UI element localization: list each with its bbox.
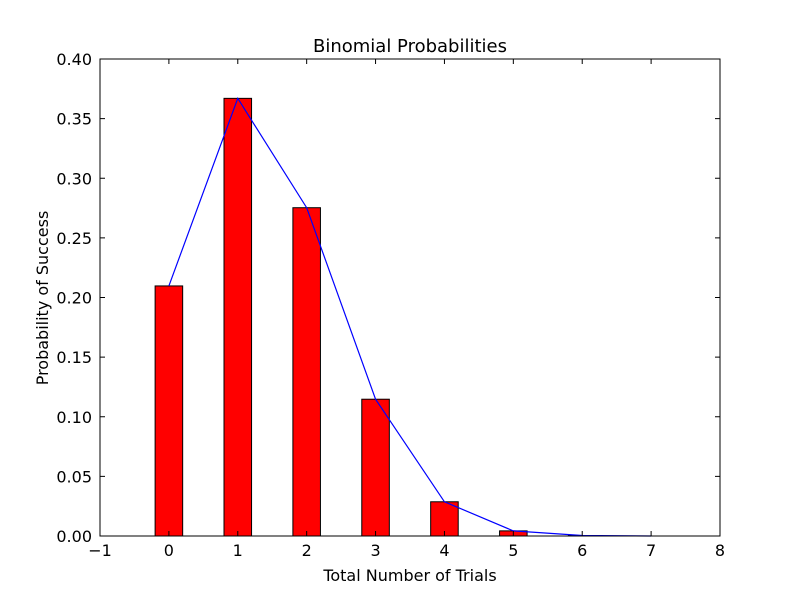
x-tick-label: 1 — [233, 541, 243, 560]
y-tick-label: 0.40 — [56, 50, 92, 69]
x-tick-label: 0 — [164, 541, 174, 560]
y-axis-label: Probability of Success — [33, 211, 52, 386]
y-tick-label: 0.05 — [56, 467, 92, 486]
x-tick-label: −1 — [88, 541, 112, 560]
trend-line-group — [168, 97, 652, 537]
ticks-group: −1 0 1 2 3 4 5 6 7 8 0.00 0.05 0.10 0.15 0.20 0.25 0.30 0… — [56, 50, 725, 560]
y-tick-label: 0.00 — [56, 527, 92, 546]
y-tick-label: 0.15 — [56, 348, 92, 367]
x-tick-label: 2 — [302, 541, 312, 560]
x-tick-label: 6 — [577, 541, 587, 560]
x-axis-label: Total Number of Trials — [322, 566, 496, 585]
y-tick-label: 0.25 — [56, 229, 92, 248]
x-tick-label: 3 — [370, 541, 380, 560]
bar-x-3 — [361, 398, 390, 537]
trend-line — [168, 97, 652, 537]
x-tick-label: 8 — [715, 541, 725, 560]
bar-x-1 — [223, 97, 253, 537]
x-tick-label: 4 — [439, 541, 449, 560]
y-tick-label: 0.20 — [56, 289, 92, 308]
bar-x-2 — [292, 207, 321, 537]
y-tick-label: 0.10 — [56, 408, 92, 427]
y-tick-label: 0.35 — [56, 110, 92, 129]
chart-title: Binomial Probabilities — [313, 36, 507, 57]
x-tick-label: 7 — [646, 541, 656, 560]
x-tick-label: 5 — [508, 541, 518, 560]
y-tick-label: 0.30 — [56, 169, 92, 188]
bar-x-4 — [430, 501, 459, 537]
bar-x-0 — [154, 285, 184, 537]
